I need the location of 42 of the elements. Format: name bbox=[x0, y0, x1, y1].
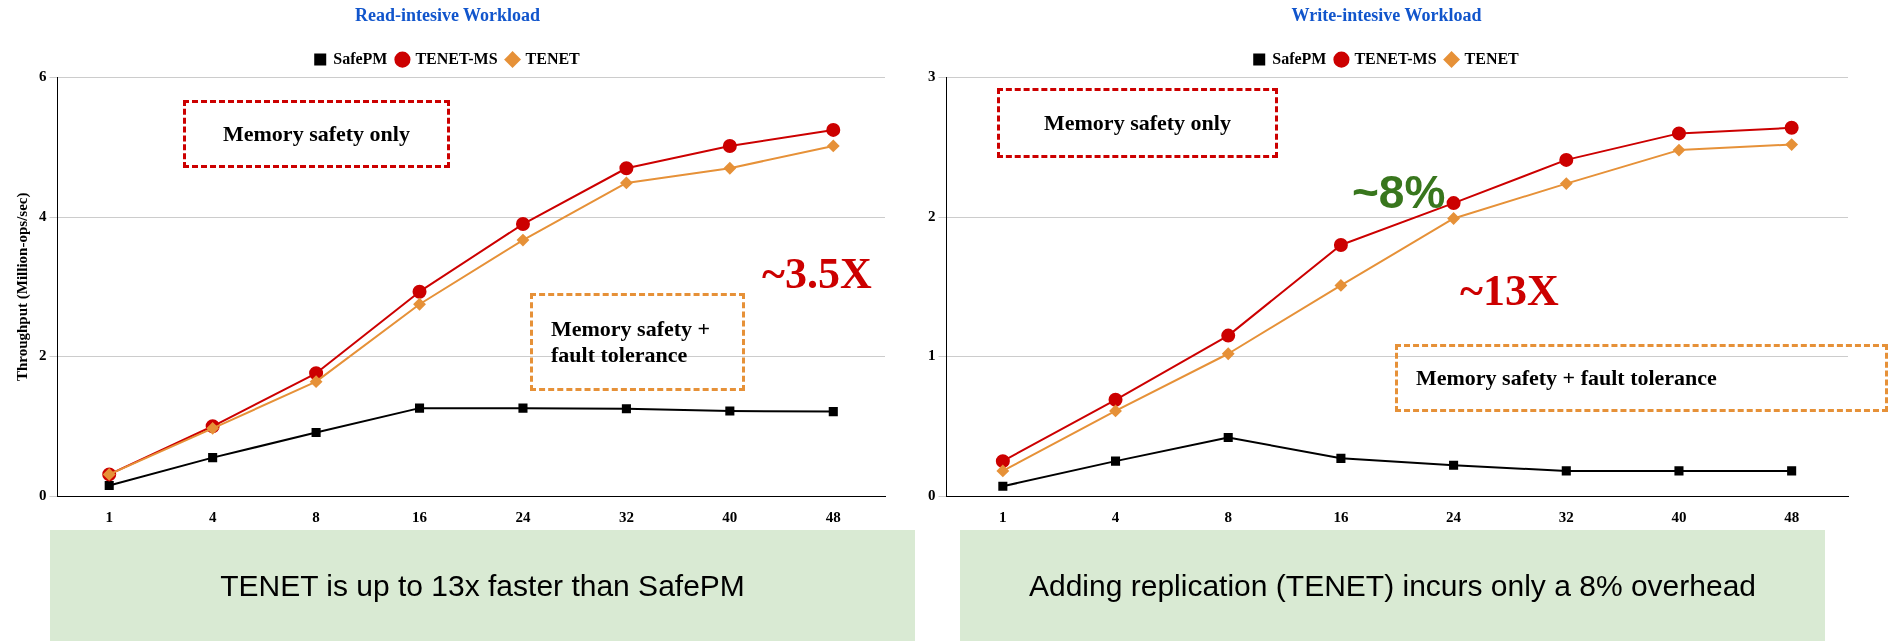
legend-label: TENET-MS bbox=[1354, 49, 1437, 67]
annotation: ~8% bbox=[1352, 166, 1446, 218]
y-tick-label: 1 bbox=[928, 347, 936, 364]
y-tick-label: 4 bbox=[39, 207, 47, 224]
y-tick-label: 2 bbox=[39, 347, 47, 364]
legend-label: SafePM bbox=[333, 49, 388, 67]
x-tick-label: 4 bbox=[1111, 508, 1120, 525]
annotation: ~13X bbox=[1460, 266, 1559, 315]
chart-title: Read-intesive Workload bbox=[354, 5, 541, 26]
x-tick-label: 40 bbox=[722, 508, 738, 525]
x-tick-label: 8 bbox=[312, 508, 320, 525]
annotation: Memory safety + fault tolerance bbox=[551, 316, 712, 368]
x-tick-label: 48 bbox=[825, 508, 841, 525]
annotation: ~3.5X bbox=[762, 249, 872, 298]
legend-label: TENET bbox=[1464, 49, 1520, 67]
x-tick-label: 32 bbox=[618, 508, 634, 525]
y-axis-title: Throughput (Million-ops/sec) bbox=[13, 192, 31, 382]
x-tick-label: 1 bbox=[105, 508, 113, 525]
chart-title: Write-intesive Workload bbox=[1291, 5, 1482, 26]
x-tick-label: 32 bbox=[1558, 508, 1574, 525]
annotation: Memory safety only bbox=[223, 121, 410, 147]
x-tick-label: 48 bbox=[1784, 508, 1800, 525]
x-tick-label: 16 bbox=[412, 508, 428, 525]
x-tick-label: 16 bbox=[1333, 508, 1349, 525]
y-tick-label: 0 bbox=[39, 486, 47, 503]
legend-label: TENET bbox=[525, 49, 581, 67]
legend-label: TENET-MS bbox=[415, 49, 498, 67]
y-tick-label: 2 bbox=[928, 207, 936, 224]
annotation: Memory safety only bbox=[1044, 110, 1231, 136]
y-tick-label: 3 bbox=[928, 68, 936, 85]
text: Adding replication (TENET) incurs only a 8% overhead bbox=[1028, 568, 1757, 603]
y-tick-label: 6 bbox=[39, 68, 47, 85]
x-tick-label: 1 bbox=[999, 508, 1007, 525]
x-tick-label: 24 bbox=[515, 508, 531, 525]
y-tick-label: 0 bbox=[928, 486, 936, 503]
text: TENET is up to 13x faster than SafePM bbox=[220, 568, 745, 603]
legend-label: SafePM bbox=[1272, 49, 1327, 67]
x-tick-label: 8 bbox=[1224, 508, 1232, 525]
x-tick-label: 40 bbox=[1671, 508, 1687, 525]
annotation: Memory safety + fault tolerance bbox=[1416, 365, 1717, 391]
x-tick-label: 24 bbox=[1446, 508, 1462, 525]
x-tick-label: 4 bbox=[208, 508, 217, 525]
